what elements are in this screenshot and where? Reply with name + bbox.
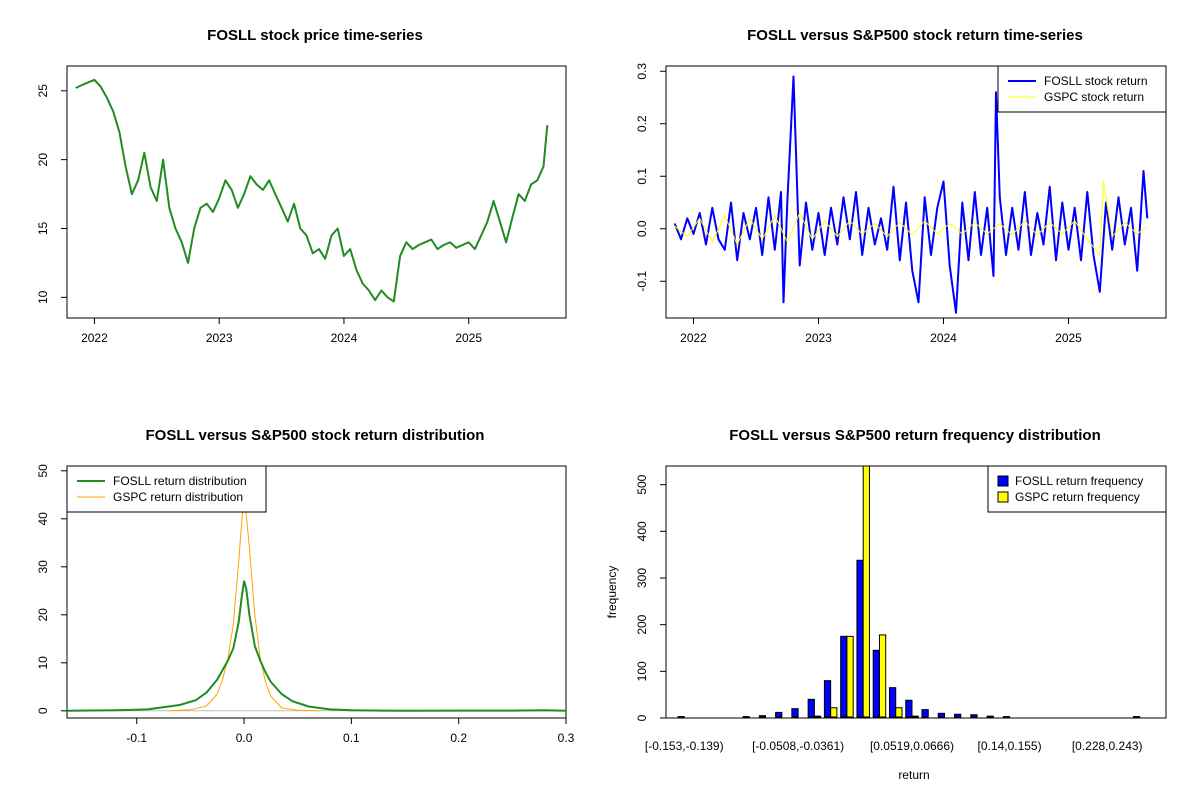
frequency-x-axis-label: return	[898, 768, 929, 782]
fosll-frequency-bar	[937, 712, 946, 718]
frequency-y-tick-label: 0	[635, 714, 649, 721]
distribution-y-tick-label: 10	[36, 656, 50, 670]
fosll-frequency-bar	[823, 680, 832, 718]
fosll-frequency-bar	[986, 715, 994, 718]
price-chart-title: FOSLL stock price time-series	[207, 27, 423, 44]
fosll-frequency-bar	[856, 559, 864, 718]
distribution-y-tick-label: 40	[36, 512, 50, 526]
frequency-y-tick-label: 100	[635, 661, 649, 681]
frequency-y-tick-label: 200	[635, 614, 649, 634]
distribution-legend-box	[66, 465, 267, 513]
price-x-tick-label: 2024	[331, 331, 358, 345]
distribution-x-tick-label: 0.1	[343, 731, 360, 745]
frequency-legend-label: GSPC return frequency	[1015, 490, 1140, 504]
return-y-tick-label: 0.3	[635, 63, 649, 80]
frequency-x-tick-label: [-0.153,-0.139)	[645, 739, 724, 753]
fosll-density-curve	[66, 580, 567, 712]
panel-price-timeseries: FOSLL stock price time-series 2022 2023 20…	[36, 27, 567, 345]
return-x-tick-label: 2025	[1055, 331, 1082, 345]
distribution-y-tick-label: 50	[36, 464, 50, 478]
return-legend-label: GSPC stock return	[1044, 90, 1144, 104]
frequency-y-tick-label: 300	[635, 568, 649, 588]
frequency-y-tick-label: 400	[635, 521, 649, 541]
fosll-frequency-bar	[954, 713, 962, 718]
price-y-tick-label: 20	[36, 153, 50, 167]
return-plot-frame	[665, 65, 1167, 319]
fosll-frequency-bar	[872, 649, 880, 718]
distribution-x-tick-label: 0.3	[558, 731, 575, 745]
fosll-frequency-bar	[921, 709, 929, 718]
distribution-chart-title: FOSLL versus S&P500 stock return distrib…	[146, 427, 485, 444]
gspc-return-series-line	[674, 181, 1148, 256]
frequency-plot-frame	[665, 465, 1167, 719]
price-series-line	[75, 78, 549, 303]
distribution-y-tick-label: 0	[36, 707, 50, 714]
return-x-tick-label: 2023	[805, 331, 832, 345]
price-y-tick-label: 25	[36, 84, 50, 98]
frequency-legend-box	[987, 465, 1167, 513]
price-y-tick-label: 10	[36, 290, 50, 304]
distribution-legend-label: FOSLL return distribution	[113, 474, 247, 488]
distribution-y-tick-label: 20	[36, 608, 50, 622]
distribution-x-tick-label: 0.2	[450, 731, 467, 745]
fosll-frequency-bar	[775, 711, 783, 718]
fosll-frequency-bar	[791, 708, 799, 718]
return-y-tick-label: -0.1	[635, 271, 649, 292]
frequency-y-axis-label: frequency	[605, 566, 619, 619]
frequency-legend-swatch	[997, 475, 1009, 487]
price-plot-frame	[66, 65, 567, 319]
price-x-tick-label: 2022	[81, 331, 108, 345]
price-y-tick-label: 15	[36, 221, 50, 235]
return-y-tick-label: 0.1	[635, 168, 649, 185]
gspc-frequency-bar	[830, 707, 838, 718]
distribution-x-tick-label: 0.0	[236, 731, 253, 745]
frequency-x-tick-label: [0.14,0.155)	[978, 739, 1042, 753]
distribution-legend-label: GSPC return distribution	[113, 490, 243, 504]
gspc-frequency-bar	[895, 707, 903, 718]
fosll-frequency-bar	[888, 687, 897, 718]
price-x-tick-label: 2023	[206, 331, 233, 345]
frequency-x-tick-label: [-0.0508,-0.0361)	[752, 739, 844, 753]
distribution-plot-frame	[66, 465, 567, 719]
gspc-frequency-bar	[878, 634, 887, 718]
frequency-chart-title: FOSLL versus S&P500 return frequency dis…	[729, 427, 1100, 444]
fosll-frequency-bar	[758, 715, 767, 718]
gspc-frequency-bar	[813, 715, 822, 718]
frequency-x-tick-label: [0.228,0.243)	[1072, 739, 1143, 753]
distribution-x-tick-label: -0.1	[126, 731, 147, 745]
fosll-frequency-bar	[840, 635, 848, 718]
return-y-tick-label: 0.2	[635, 115, 649, 132]
panel-return-frequency: FOSLL versus S&P500 return frequency dis…	[605, 427, 1167, 782]
panel-return-timeseries: FOSLL versus S&P500 stock return time-se…	[635, 27, 1167, 345]
gspc-frequency-bar	[862, 465, 870, 718]
fosll-frequency-bar	[807, 698, 815, 718]
return-x-tick-label: 2024	[930, 331, 957, 345]
fosll-frequency-bar	[970, 714, 978, 718]
price-x-tick-label: 2025	[455, 331, 482, 345]
gspc-density-curve	[168, 499, 320, 712]
frequency-y-tick-label: 500	[635, 474, 649, 494]
gspc-frequency-bar	[911, 715, 919, 718]
return-chart-title: FOSLL versus S&P500 stock return time-se…	[747, 27, 1083, 44]
frequency-x-tick-label: [0.0519,0.0666)	[870, 739, 954, 753]
return-x-tick-label: 2022	[680, 331, 707, 345]
distribution-y-tick-label: 30	[36, 560, 50, 574]
frequency-legend-label: FOSLL return frequency	[1015, 474, 1143, 488]
panel-return-distribution: FOSLL versus S&P500 stock return distrib…	[36, 427, 575, 745]
return-legend-box	[997, 65, 1167, 113]
return-legend-label: FOSLL stock return	[1044, 74, 1148, 88]
gspc-frequency-bar	[846, 635, 854, 718]
return-y-tick-label: 0.0	[635, 220, 649, 237]
fosll-frequency-bar	[905, 699, 913, 718]
fosll-return-series-line	[673, 75, 1149, 314]
frequency-legend-swatch	[997, 491, 1009, 503]
